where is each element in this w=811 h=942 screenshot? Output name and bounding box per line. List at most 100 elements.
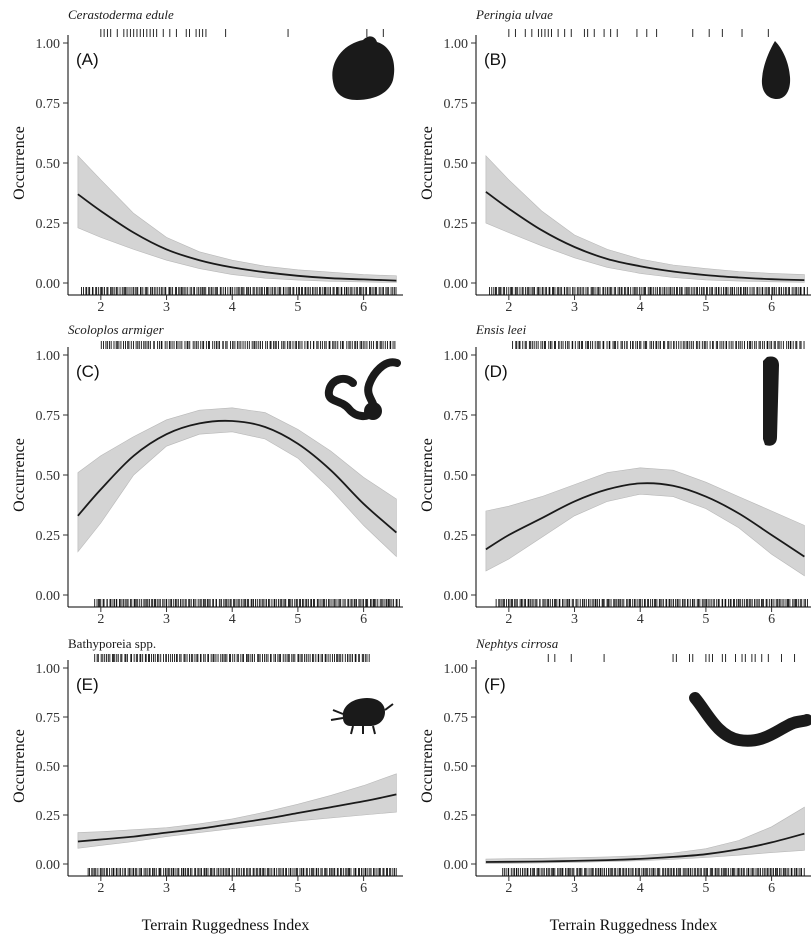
y-tick-label: 0.75 [444,711,469,726]
x-tick-label: 3 [163,612,170,627]
y-tick-label: 1.00 [36,37,61,52]
fitted-curve [77,419,397,534]
y-axis-title: Occurrence [11,126,28,200]
x-tick-label: 6 [360,881,367,896]
y-tick-label: 1.00 [36,662,61,677]
y-tick-label: 0.75 [444,409,469,424]
confidence-band [77,155,397,283]
y-tick-label: 0.50 [36,157,61,172]
panel-title: Bathyporeia spp. [68,636,156,651]
polychaete-worm-icon [689,692,811,747]
absence-rug [502,868,805,876]
confidence-band [485,155,805,283]
x-tick-label: 3 [571,612,578,627]
y-tick-label: 0.00 [36,277,61,292]
x-tick-label: 5 [294,300,301,315]
y-axis-title: Occurrence [419,729,436,803]
y-tick-label: 0.50 [36,469,61,484]
x-tick-label: 4 [637,300,644,315]
y-tick-label: 0.25 [36,529,61,544]
panel-b: Peringia ulvae (B) 0.00 0.25 0.50 0.75 1.00 2 3 4… [419,7,811,315]
y-tick-label: 0.75 [36,409,61,424]
y-tick-label: 0.25 [444,529,469,544]
x-tick-label: 5 [294,881,301,896]
y-tick-label: 0.25 [36,809,61,824]
panel-title: Peringia ulvae [475,7,553,22]
panel-e: Bathyporeia spp. (E) 0.00 0.25 0.50 0.75 1.00 2… [11,636,403,934]
y-tick-label: 0.50 [444,469,469,484]
x-tick-label: 2 [505,612,512,627]
y-tick-label: 0.75 [36,711,61,726]
x-tick-label: 4 [637,881,644,896]
x-tick-label: 5 [702,300,709,315]
fitted-curve [77,193,397,282]
presence-rug [100,29,384,37]
x-tick-label: 6 [360,612,367,627]
panel-a: Cerastoderma edule (A) 0.00 0.25 0.50 0.75 1.0… [11,7,403,315]
y-tick-label: 0.50 [444,157,469,172]
confidence-band [77,407,397,558]
x-tick-label: 6 [768,300,775,315]
absence-rug [495,599,808,607]
amphipod-legs [330,703,394,735]
cockle-shell-shape [332,36,395,100]
y-tick-label: 0.25 [444,809,469,824]
y-axis-title: Occurrence [419,126,436,200]
bristle-worm-icon [324,358,401,420]
x-tick-label: 4 [229,881,236,896]
fitted-curve [485,482,805,558]
x-tick-label: 2 [505,300,512,315]
x-tick-label: 3 [163,881,170,896]
fitted-curve [485,832,805,863]
x-tick-label: 3 [571,300,578,315]
absence-rug [489,287,808,295]
x-tick-label: 6 [768,612,775,627]
y-tick-label: 0.00 [36,858,61,873]
presence-rug [547,654,796,662]
panel-title: Scoloplos armiger [68,322,165,337]
y-tick-label: 0.25 [36,217,61,232]
y-tick-label: 1.00 [444,662,469,677]
presence-rug [512,341,805,349]
presence-rug [100,341,396,349]
mudsnail-shape [761,41,791,99]
absence-rug [81,287,397,295]
x-tick-label: 5 [294,612,301,627]
panel-f: Nephtys cirrosa (F) 0.00 0.25 0.50 0.75 1.00 2 3… [419,636,811,934]
panel-title: Ensis leei [475,322,527,337]
presence-rug [94,654,370,662]
x-tick-label: 3 [571,881,578,896]
amphipod-body [342,698,385,726]
y-tick-label: 0.00 [444,277,469,292]
y-axis-title: Occurrence [11,729,28,803]
panel-title: Cerastoderma edule [68,7,174,22]
bristle-worm-coil [364,402,382,420]
panel-title: Nephtys cirrosa [475,636,559,651]
x-tick-label: 2 [97,881,104,896]
confidence-band [485,467,805,577]
y-tick-label: 1.00 [36,349,61,364]
confidence-band [77,773,397,849]
x-tick-label: 3 [163,300,170,315]
panel-c: Scoloplos armiger (C) 0.00 0.25 0.50 0.75 1.00… [11,322,403,627]
absence-rug [87,868,397,876]
x-tick-label: 5 [702,881,709,896]
panel-label: (A) [76,50,99,69]
y-tick-label: 0.00 [36,589,61,604]
y-tick-label: 0.00 [444,858,469,873]
x-axis-title: Terrain Ruggedness Index [550,917,718,934]
confidence-band [485,806,805,864]
panel-label: (C) [76,362,100,381]
fitted-curve [77,793,397,843]
x-tick-label: 2 [505,881,512,896]
y-tick-label: 1.00 [444,349,469,364]
razor-clam-icon [763,356,779,446]
fitted-curve [485,191,805,281]
y-tick-label: 0.25 [444,217,469,232]
x-tick-label: 2 [97,612,104,627]
x-tick-label: 4 [229,612,236,627]
x-tick-label: 6 [360,300,367,315]
y-tick-label: 0.00 [444,589,469,604]
y-tick-label: 0.50 [444,760,469,775]
